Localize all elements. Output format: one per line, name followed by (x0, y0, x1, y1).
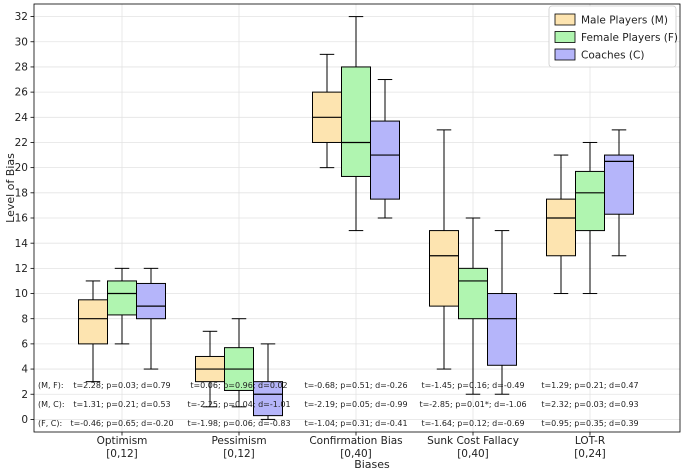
stat-value: t=2.28; p=0.03; d=0.79 (73, 381, 170, 390)
box-1-1 (224, 318, 254, 408)
stat-value: t=-2.85; p=0.01*; d=-1.06 (419, 400, 526, 409)
box-iqr (429, 230, 459, 307)
box-3-2 (487, 230, 517, 395)
box-4-1 (575, 141, 605, 295)
y-tick-label: 20 (15, 162, 28, 174)
box-2-0 (312, 53, 342, 169)
y-tick-label: 30 (15, 36, 28, 48)
box-0-2 (136, 267, 166, 370)
x-axis-title: Biases (354, 458, 390, 471)
stat-value: t=-2.19; p=0.05; d=-0.99 (304, 400, 407, 409)
y-tick-label: 12 (15, 263, 28, 275)
stat-value: t=1.29; p=0.21; d=0.47 (541, 381, 638, 390)
y-tick-label: 2 (21, 389, 28, 401)
box-0-0 (78, 280, 108, 383)
x-tick-label-range: [0,40] (457, 448, 489, 460)
box-iqr (546, 198, 576, 257)
stat-value: t=-1.98; p=0.06; d=-0.83 (187, 419, 290, 428)
box-0-1 (107, 267, 137, 345)
y-tick-label: 16 (15, 213, 29, 225)
y-tick-label: 10 (15, 288, 28, 300)
stat-annotations: (M, F): t=2.28; p=0.03; d=0.79 t=0.06; p=0… (38, 381, 639, 428)
y-tick-label: 24 (15, 112, 29, 124)
x-tick-label-range: [0,12] (223, 448, 255, 460)
stat-value: t=-0.68; p=0.51; d=-0.26 (304, 381, 407, 390)
x-tick-label-range: [0,40] (340, 448, 372, 460)
legend-swatch (554, 13, 576, 26)
y-tick-label: 0 (21, 414, 28, 426)
stat-value: t=-1.64; p=0.12; d=-0.69 (421, 419, 524, 428)
stat-value: t=0.95; p=0.35; d=0.39 (541, 419, 638, 428)
stat-value: t=0.06; p=0.96; d=0.02 (190, 381, 287, 390)
x-tick-label-name: Pessimism (211, 435, 266, 447)
box-4-2 (604, 129, 634, 257)
box-iqr (341, 66, 371, 177)
y-tick-label: 28 (15, 62, 28, 74)
stat-value: t=1.31; p=0.21; d=0.53 (73, 400, 170, 409)
y-tick-label: 4 (21, 364, 28, 376)
box-3-1 (458, 217, 488, 395)
legend-swatch (554, 31, 576, 43)
box-iqr (458, 267, 488, 320)
x-tick-label-name: LOT-R (575, 435, 605, 447)
x-tick-label-range: [0,24] (574, 448, 606, 460)
box-iqr (604, 154, 634, 215)
stat-pair-label: (M, C): (38, 400, 65, 409)
y-tick-label: 6 (21, 338, 28, 350)
x-tick-label-name: Optimism (97, 435, 148, 447)
x-tick-label-range: [0,12] (106, 448, 138, 460)
stat-value: t=2.32; p=0.03; d=0.93 (541, 400, 638, 409)
y-tick-label: 14 (15, 238, 29, 250)
stat-pair-label: (M, F): (38, 381, 64, 390)
box-1-0 (195, 330, 225, 408)
y-tick-label: 22 (15, 137, 28, 149)
box-4-0 (546, 154, 576, 295)
legend-label: Coaches (C) (581, 50, 644, 62)
box-2-1 (341, 16, 371, 232)
x-tick-label-name: Sunk Cost Fallacy (427, 435, 519, 447)
y-tick-label: 8 (21, 313, 28, 325)
box-plots (78, 16, 634, 420)
x-axis: Optimism[0,12]Pessimism[0,12]Confirmatio… (97, 432, 606, 460)
box-iqr (78, 299, 108, 345)
legend: Male Players (M) Female Players (F) Coache… (548, 5, 678, 68)
box-iqr (136, 282, 166, 320)
box-iqr (253, 381, 283, 417)
legend-frame (548, 5, 677, 68)
box-iqr (370, 120, 400, 200)
y-tick-label: 26 (15, 87, 29, 99)
y-axis-title: Level of Bias (4, 153, 17, 223)
stat-value: t=-0.46; p=0.65; d=-0.20 (70, 419, 173, 428)
stat-value: t=-2.25; p=0.04; d=-1.01 (187, 400, 290, 409)
stat-value: t=-1.45; p=0.16; d=-0.49 (421, 381, 524, 390)
x-tick-label-name: Confirmation Bias (309, 435, 402, 447)
box-2-2 (370, 79, 400, 219)
box-iqr (487, 293, 517, 366)
y-tick-label: 32 (15, 11, 28, 23)
box-iqr (575, 170, 605, 232)
box-iqr (107, 280, 137, 316)
legend-label: Female Players (F) (581, 32, 678, 44)
stat-pair-label: (F, C): (38, 419, 62, 428)
y-tick-label: 18 (15, 187, 28, 199)
legend-label: Male Players (M) (581, 15, 668, 27)
box-1-2 (253, 343, 283, 420)
legend-swatch (554, 48, 576, 61)
stat-value: t=-1.04; p=0.31; d=-0.41 (304, 419, 407, 428)
box-3-0 (429, 129, 459, 370)
